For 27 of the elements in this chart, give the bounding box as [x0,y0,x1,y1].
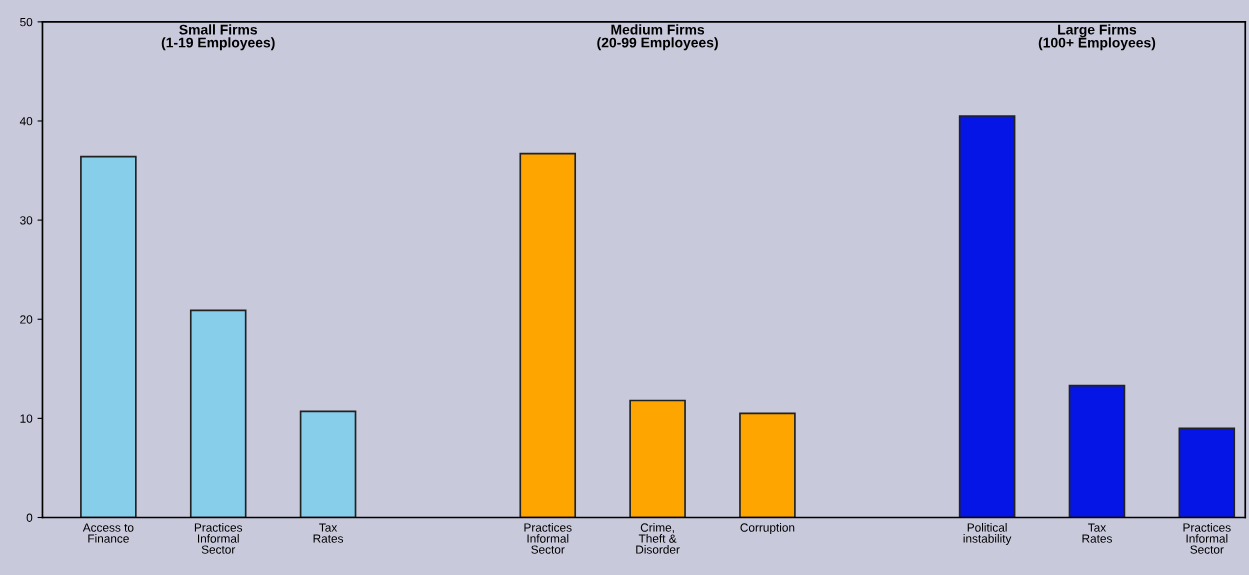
annotation: Large Firms (100+ Employees) [1038,24,1156,51]
bar [958,115,1016,518]
bar [189,309,247,518]
y-tick-label: 50 [20,17,33,27]
bar [1068,384,1126,518]
x-tick-label: Political instability [963,523,1012,546]
x-tick-label: Access to Finance [82,523,134,543]
bar [519,152,577,518]
y-tick-label: 10 [20,414,33,423]
x-tick-label: Practices Informal Sector [524,523,572,554]
bar [629,399,686,518]
y-tick-label: 30 [20,216,33,225]
annotation: Small Firms (1-19 Employees) [161,24,275,51]
y-tick-label: 20 [20,315,33,324]
x-tick-label: Practices Informal Sector [1183,523,1231,554]
y-tick-label: 0 [26,513,33,522]
x-tick-label: Tax Rates [313,523,344,543]
x-tick-label: Tax Rates [1082,523,1112,543]
x-tick-label: Corruption [740,523,795,535]
bar [80,155,137,518]
x-tick-label: Practices Informal Sector [194,523,243,554]
bar [739,412,796,518]
x-tick-label: Crime, Theft & Disorder [636,523,680,554]
bar [299,410,357,518]
bar [1178,427,1236,518]
annotation: Medium Firms (20-99 Employees) [597,24,718,51]
y-tick-label: 40 [19,117,33,126]
